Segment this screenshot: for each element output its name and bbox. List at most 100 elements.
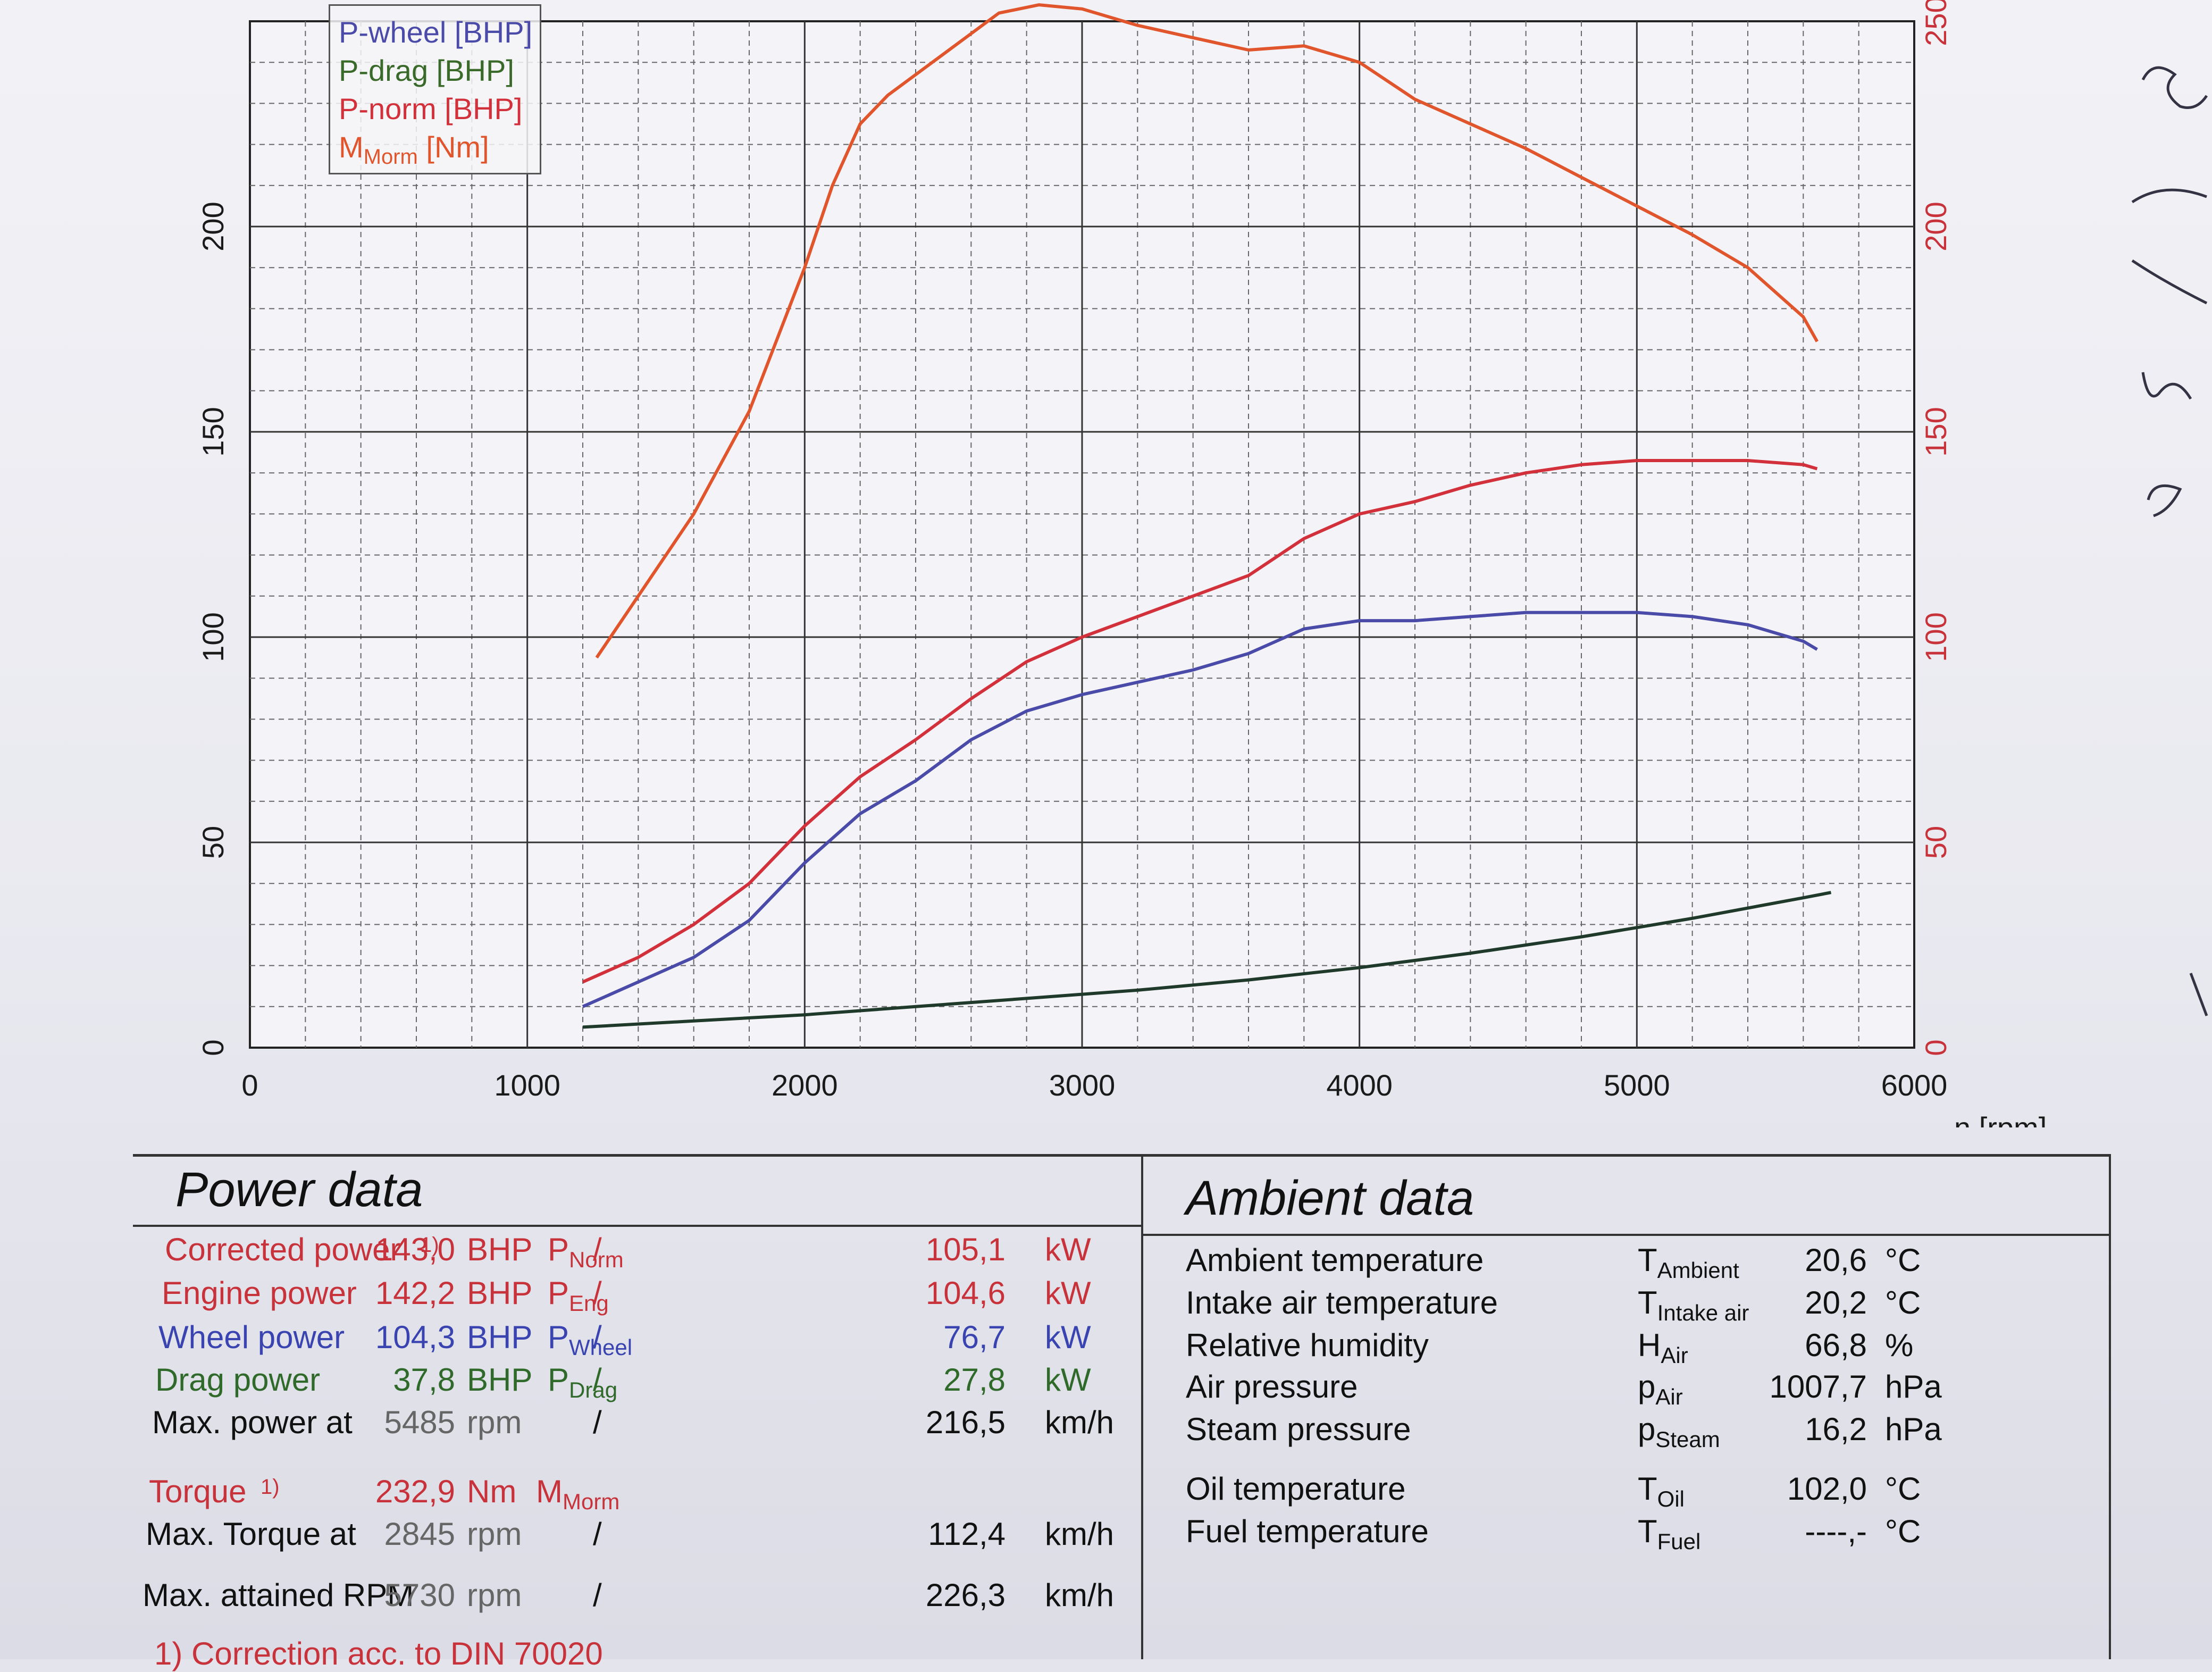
ambient-row-value: 1007,7	[1769, 1369, 1867, 1405]
power-row: Engine power PEng 142,2 BHP / 104,6 kW	[133, 1275, 1141, 1317]
x-tick-label: 1000	[494, 1068, 560, 1102]
ambient-row-symbol: TOil	[1638, 1470, 1685, 1512]
ambient-row-unit: °C	[1885, 1514, 1921, 1549]
ambient-symbol-sub: Ambient	[1657, 1258, 1739, 1283]
power-row-value1: 143,0	[375, 1232, 455, 1267]
x-axis-label: n [rpm]	[1954, 1111, 2047, 1127]
ambient-row-symbol: pAir	[1638, 1368, 1683, 1410]
y-tick-label-left: 0	[196, 1039, 230, 1056]
power-row-value1: 5730	[384, 1577, 455, 1613]
power-symbol-sub: Drag	[569, 1377, 618, 1402]
power-row-unit1: BHP	[467, 1362, 533, 1398]
y-tick-label-right: 200	[1919, 202, 1953, 251]
ambient-symbol-main: T	[1638, 1471, 1657, 1507]
power-row-value2: 216,5	[925, 1405, 1006, 1440]
ambient-row-unit: %	[1885, 1327, 1914, 1363]
handwriting-marks	[2131, 66, 2208, 1016]
y-tick-label-left: 100	[196, 612, 230, 662]
ambient-row-label: Relative humidity	[1186, 1327, 1429, 1363]
ambient-symbol-main: T	[1638, 1514, 1657, 1549]
power-row-value2: 76,7	[943, 1319, 1006, 1355]
power-row-value2: 112,4	[928, 1516, 1006, 1552]
power-row-unit2: kW	[1045, 1362, 1091, 1398]
ambient-row-symbol: TAmbient	[1638, 1242, 1739, 1283]
legend-m-unit: [Nm]	[417, 130, 489, 164]
ambient-symbol-sub: Fuel	[1657, 1529, 1701, 1554]
power-row-unit1: Nm	[467, 1474, 517, 1509]
power-row-label: Max. power at	[152, 1405, 353, 1440]
ambient-row-symbol: TIntake air	[1638, 1284, 1749, 1326]
power-row-value1: 104,3	[375, 1319, 455, 1355]
power-row-unit1: BHP	[467, 1232, 533, 1267]
ambient-row-value: 66,8	[1805, 1327, 1867, 1363]
power-row-value1: 5485	[384, 1405, 455, 1440]
power-row-symbol: MMorm	[536, 1473, 619, 1515]
ambient-row-unit: °C	[1885, 1242, 1921, 1278]
power-row-value2: 104,6	[925, 1275, 1006, 1311]
ambient-row-value: ----,-	[1805, 1514, 1867, 1549]
ambient-row-value: 16,2	[1805, 1411, 1867, 1447]
series-line-m-nm	[595, 3, 1819, 659]
power-row-unit1: rpm	[467, 1405, 522, 1440]
ambient-row-label: Air pressure	[1186, 1369, 1358, 1405]
y-tick-label-right: 50	[1919, 826, 1953, 859]
power-row-label: Drag power	[155, 1362, 321, 1398]
ambient-row: Fuel temperature TFuel ----,- °C	[1143, 1513, 2109, 1556]
ambient-symbol-sub: Air	[1661, 1343, 1688, 1368]
legend-m-main: M	[339, 130, 364, 164]
ambient-symbol-sub: Steam	[1655, 1427, 1720, 1452]
series-line-p-drag-bhp	[582, 891, 1832, 1029]
legend-m-sub: Morm	[363, 145, 418, 169]
ambient-row-unit: hPa	[1885, 1411, 1942, 1447]
x-tick-label: 6000	[1881, 1068, 1948, 1102]
ambient-row-value: 102,0	[1787, 1471, 1867, 1507]
power-symbol-main: M	[536, 1474, 563, 1509]
power-row-value1: 37,8	[393, 1362, 455, 1398]
power-row: Wheel power PWheel 104,3 BHP / 76,7 kW	[133, 1319, 1141, 1361]
power-row-value1: 142,2	[375, 1275, 455, 1311]
power-row: Max. power at 5485 rpm / 216,5 km/h	[133, 1404, 1141, 1447]
y-tick-label-right: 0	[1919, 1039, 1953, 1056]
power-row-symbol: PWheel	[548, 1319, 632, 1360]
power-row-separator: /	[593, 1516, 602, 1552]
power-symbol-sub: Norm	[569, 1247, 624, 1272]
power-data-rule	[133, 1225, 1141, 1227]
power-row-label: Max. Torque at	[146, 1516, 356, 1552]
ambient-row: Oil temperature TOil 102,0 °C	[1143, 1470, 2109, 1513]
y-tick-label-right: 100	[1919, 612, 1953, 662]
power-symbol-sub: Eng	[569, 1291, 609, 1316]
ambient-row-label: Oil temperature	[1186, 1471, 1406, 1507]
power-row-unit1: rpm	[467, 1577, 522, 1613]
power-symbol-main: P	[548, 1319, 569, 1355]
power-row-value2: 105,1	[925, 1232, 1006, 1267]
legend-item-p-wheel: P-wheel [BHP]	[339, 15, 533, 49]
power-row-separator: /	[593, 1232, 602, 1267]
x-tick-label: 5000	[1604, 1068, 1670, 1102]
ambient-symbol-main: p	[1638, 1411, 1656, 1447]
power-row-symbol: PDrag	[548, 1361, 617, 1403]
series-line-p-wheel-bhp	[582, 611, 1818, 1008]
power-data-panel: Power data Corrected power 1) PNorm 143,0 BH…	[133, 1154, 1143, 1671]
ambient-row: Relative humidity HAir 66,8%	[1143, 1327, 2109, 1369]
ambient-row-symbol: HAir	[1638, 1327, 1688, 1368]
ambient-symbol-sub: Intake air	[1657, 1300, 1749, 1325]
power-row-unit1: rpm	[467, 1516, 522, 1552]
power-row-label: Torque	[149, 1474, 247, 1509]
power-row-note: 1)	[261, 1475, 280, 1499]
ambient-row-unit: hPa	[1885, 1369, 1942, 1405]
ambient-row: Air pressure pAir 1007,7 hPa	[1143, 1368, 2109, 1411]
power-row-separator: /	[593, 1319, 602, 1355]
series-line-p-norm-bhp	[582, 459, 1818, 984]
power-row-label: Engine power	[162, 1275, 357, 1311]
power-row-symbol: PNorm	[548, 1231, 624, 1273]
ambient-row-label: Steam pressure	[1186, 1411, 1411, 1447]
power-symbol-main: P	[548, 1275, 569, 1311]
power-symbol-sub: Wheel	[569, 1335, 633, 1360]
power-row: Torque 1) MMorm 232,9 Nm	[133, 1473, 1141, 1516]
power-row: Max. attained RPM 5730 rpm / 226,3 km/h	[133, 1577, 1141, 1619]
ambient-symbol-main: p	[1638, 1369, 1656, 1405]
y-tick-label-left: 200	[196, 202, 230, 251]
ambient-row-unit: °C	[1885, 1285, 1921, 1320]
power-row-unit1: BHP	[467, 1319, 533, 1355]
